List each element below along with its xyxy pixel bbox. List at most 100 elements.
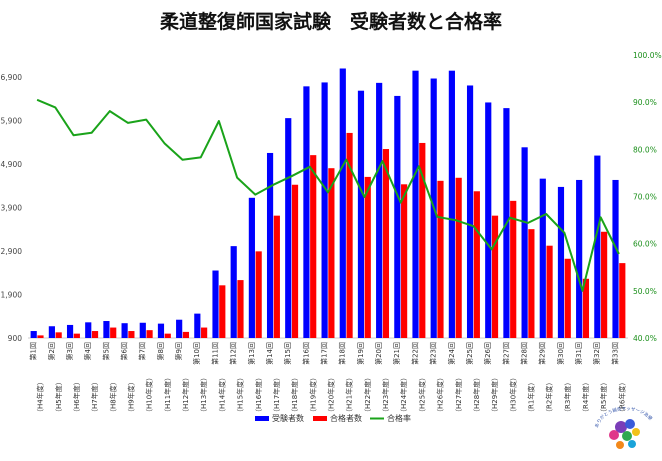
bar-passers (291, 184, 299, 338)
x-tick-round: 第5回 (101, 342, 110, 360)
x-axis-labels: 第1回 （H4年度） 第2回 （H5年度） 第3回 （H6年度） 第4回 （H7年度） 第5回 （… (29, 342, 627, 416)
x-tick-label: 第2回 （H5年度） (47, 342, 63, 416)
bar-passers (146, 330, 153, 338)
bar-examinees (612, 179, 619, 338)
bar-passers (455, 177, 462, 338)
bar-passers (382, 149, 390, 338)
x-tick-round: 第24回 (447, 342, 456, 365)
x-tick-round: 第13回 (247, 342, 256, 365)
bar-examinees (103, 321, 110, 338)
bar-passers (128, 331, 135, 338)
x-tick-label: 第33回 （R6年度） (610, 342, 626, 416)
x-tick-era: （H18年度） (290, 374, 299, 416)
x-tick-round: 第32回 (592, 342, 601, 365)
x-tick-label: 第24回 （H27年度） (447, 342, 463, 416)
bar-examinees (357, 90, 365, 338)
x-tick-label: 第5回 （H8年度） (101, 342, 117, 416)
bar-examinees (339, 68, 346, 339)
bar-passers (564, 258, 571, 338)
bar-passers (110, 327, 117, 338)
bar-examinees (176, 319, 183, 338)
y-axis-right: 40.0% 50.0% 60.0% 70.0% 80.0% 90.0% 100.0% (633, 51, 662, 343)
x-tick-round: 第20回 (374, 342, 383, 365)
bar-examinees (412, 70, 419, 339)
bar-passers (55, 332, 62, 338)
bar-examinees (303, 86, 310, 339)
x-tick-label: 第11回 （H14年度） (210, 342, 226, 416)
bar-passers (164, 333, 171, 338)
x-tick-era: （H26年度） (436, 374, 445, 416)
x-tick-round: 第30回 (556, 342, 565, 365)
x-tick-round: 第10回 (192, 342, 201, 365)
x-tick-round: 第11回 (210, 342, 219, 365)
x-tick-era: （H29年度） (490, 374, 499, 416)
bar-examinees (139, 322, 146, 338)
bar-examinees (212, 270, 219, 338)
bar-examinees (466, 85, 474, 338)
x-tick-label: 第16回 （H19年度） (301, 342, 317, 416)
x-tick-label: 第23回 （H26年度） (429, 342, 445, 416)
x-tick-label: 第30回 （R3年度） (556, 342, 572, 416)
y-left-tick-label: 4,900 (1, 160, 23, 169)
x-tick-round: 第28回 (520, 342, 529, 365)
x-tick-era: （H22年度） (363, 374, 372, 416)
x-tick-label: 第4回 （H7年度） (83, 342, 99, 416)
x-tick-era: （R6年度） (617, 379, 626, 416)
logo-flower-icon (609, 430, 619, 440)
line-series (36, 98, 620, 292)
x-tick-round: 第18回 (338, 342, 347, 365)
x-tick-round: 第31回 (574, 342, 583, 365)
x-tick-label: 第15回 （H18年度） (283, 342, 299, 416)
bar-examinees (576, 179, 583, 338)
bar-passers (91, 331, 99, 338)
x-tick-era: （H14年度） (217, 374, 226, 416)
x-tick-round: 第33回 (610, 342, 619, 365)
x-tick-era: （R5年度） (599, 379, 608, 416)
legend-label: 合格者数 (330, 413, 362, 423)
x-tick-label: 第10回 （H13年度） (192, 342, 208, 416)
line-pass-rate (36, 98, 620, 292)
bar-examinees (157, 323, 165, 338)
bar-passers (255, 251, 262, 338)
x-tick-round: 第8回 (156, 342, 165, 360)
x-tick-round: 第25回 (465, 342, 474, 365)
x-tick-round: 第6回 (120, 342, 129, 360)
bar-passers (601, 231, 608, 338)
y-right-tick-label: 70.0% (633, 193, 657, 202)
x-tick-era: （H15年度） (236, 374, 245, 416)
legend-label: 受験者数 (272, 413, 304, 423)
x-tick-era: （R1年度） (527, 379, 536, 416)
x-tick-round: 第12回 (229, 342, 238, 365)
bar-passers (219, 285, 226, 338)
bar-examinees (539, 178, 546, 338)
bar-examinees (485, 102, 492, 338)
x-tick-label: 第29回 （R2年度） (538, 342, 554, 416)
legend-swatch (255, 416, 269, 421)
logo-flower-icon (632, 428, 640, 436)
bar-passers (346, 132, 353, 338)
logo-flower-icon (628, 440, 636, 448)
x-tick-round: 第21回 (392, 342, 401, 365)
x-tick-label: 第19回 （H22年度） (356, 342, 372, 416)
x-tick-label: 第14回 （H17年度） (265, 342, 281, 416)
x-tick-round: 第1回 (29, 342, 38, 360)
x-tick-round: 第23回 (429, 342, 438, 365)
bar-passers (582, 278, 590, 338)
x-tick-era: （H11年度） (163, 374, 172, 416)
bar-passers (364, 176, 371, 338)
x-tick-era: （H21年度） (345, 374, 354, 416)
x-tick-round: 第27回 (501, 342, 510, 365)
x-tick-era: （H19年度） (308, 374, 317, 416)
y-axis-left: 900 1,900 2,900 3,900 4,900 5,900 6,900 (1, 73, 23, 343)
bar-examinees (521, 147, 528, 338)
y-left-tick-label: 6,900 (1, 73, 23, 82)
x-tick-era: （H10年度） (145, 374, 154, 416)
x-tick-era: （R2年度） (545, 379, 554, 416)
x-tick-round: 第22回 (410, 342, 419, 365)
x-tick-era: （H27年度） (454, 374, 463, 416)
bar-examinees (321, 82, 328, 338)
y-right-tick-label: 90.0% (633, 98, 657, 107)
x-tick-label: 第26回 （H29年度） (483, 342, 499, 416)
bar-passers (491, 215, 499, 338)
x-tick-label: 第1回 （H4年度） (29, 342, 45, 416)
